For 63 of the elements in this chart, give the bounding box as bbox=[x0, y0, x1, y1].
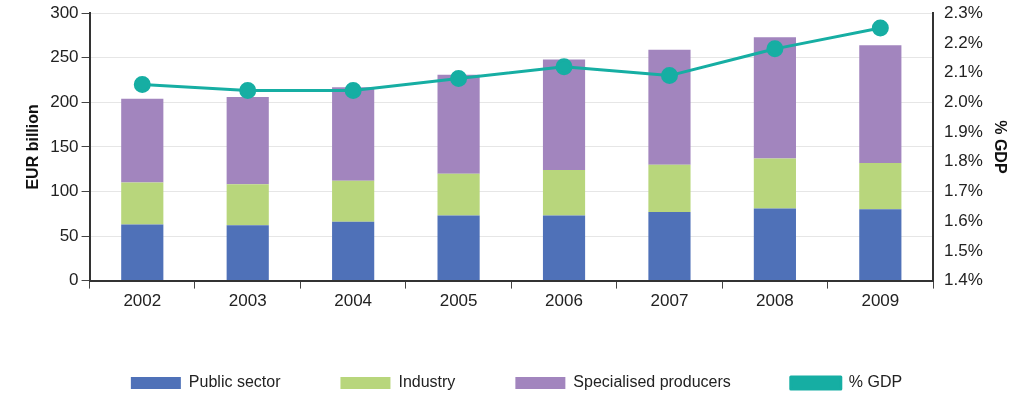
bar bbox=[648, 49, 691, 165]
y2-tick-label: 2.3% bbox=[944, 2, 983, 22]
point bbox=[133, 76, 151, 94]
bar bbox=[437, 173, 480, 216]
point bbox=[239, 81, 257, 99]
bar bbox=[226, 96, 269, 185]
y2-tick-label: 2.1% bbox=[944, 62, 983, 82]
point bbox=[344, 81, 362, 99]
x-tick-label: 2009 bbox=[861, 291, 900, 311]
bar bbox=[648, 211, 691, 281]
y-tick-label: 0 bbox=[69, 270, 79, 290]
bar bbox=[648, 164, 691, 212]
legend-label: % GDP bbox=[848, 373, 903, 391]
bar bbox=[121, 224, 164, 281]
point bbox=[766, 40, 784, 58]
legend-label: Public sector bbox=[188, 373, 282, 391]
bar bbox=[753, 37, 796, 159]
legend-label: Specialised producers bbox=[573, 373, 731, 391]
bar bbox=[226, 184, 269, 226]
x-tick-label: 2006 bbox=[545, 291, 583, 311]
legend-label: Industry bbox=[398, 373, 456, 391]
x-tick-label: 2008 bbox=[755, 291, 794, 311]
bar bbox=[121, 182, 164, 225]
bar bbox=[753, 208, 796, 281]
y2-tick-label: 1.8% bbox=[944, 151, 983, 171]
point bbox=[871, 19, 889, 37]
bar bbox=[332, 87, 375, 181]
bar bbox=[542, 215, 586, 281]
y2-tick-label: 1.7% bbox=[944, 181, 983, 201]
point bbox=[555, 58, 573, 76]
point bbox=[660, 67, 678, 85]
x-tick-label: 2005 bbox=[439, 291, 478, 311]
y2-tick-label: 1.6% bbox=[944, 210, 983, 230]
x-tick-label: 2002 bbox=[123, 291, 162, 311]
point bbox=[450, 70, 468, 88]
bar bbox=[753, 158, 796, 209]
bar bbox=[332, 221, 375, 281]
bar bbox=[437, 74, 480, 174]
y2-axis-title: % GDP bbox=[991, 120, 1009, 174]
x-tick-label: 2007 bbox=[650, 291, 689, 311]
bar bbox=[542, 170, 586, 216]
y-tick-label: 250 bbox=[50, 47, 79, 67]
y-tick-label: 200 bbox=[50, 92, 79, 112]
bar bbox=[332, 180, 375, 222]
x-tick-label: 2004 bbox=[334, 291, 373, 311]
bar bbox=[859, 162, 902, 210]
x-tick-label: 2003 bbox=[228, 291, 267, 311]
y-tick-label: 100 bbox=[50, 181, 79, 201]
y-tick-label: 50 bbox=[59, 225, 79, 245]
y-tick-label: 300 bbox=[50, 2, 79, 22]
y2-tick-label: 1.5% bbox=[944, 240, 983, 260]
bar bbox=[859, 209, 902, 281]
y2-tick-label: 1.9% bbox=[944, 121, 983, 141]
y2-tick-label: 2.2% bbox=[944, 32, 983, 52]
bar bbox=[226, 225, 269, 281]
bar bbox=[437, 215, 480, 281]
bar bbox=[542, 59, 586, 171]
y-axis-title: EUR billion bbox=[24, 104, 42, 190]
bar bbox=[121, 98, 164, 183]
y2-tick-label: 1.4% bbox=[944, 270, 983, 290]
bar bbox=[859, 45, 902, 163]
y-tick-label: 150 bbox=[50, 136, 79, 156]
y2-tick-label: 2.0% bbox=[944, 92, 983, 112]
